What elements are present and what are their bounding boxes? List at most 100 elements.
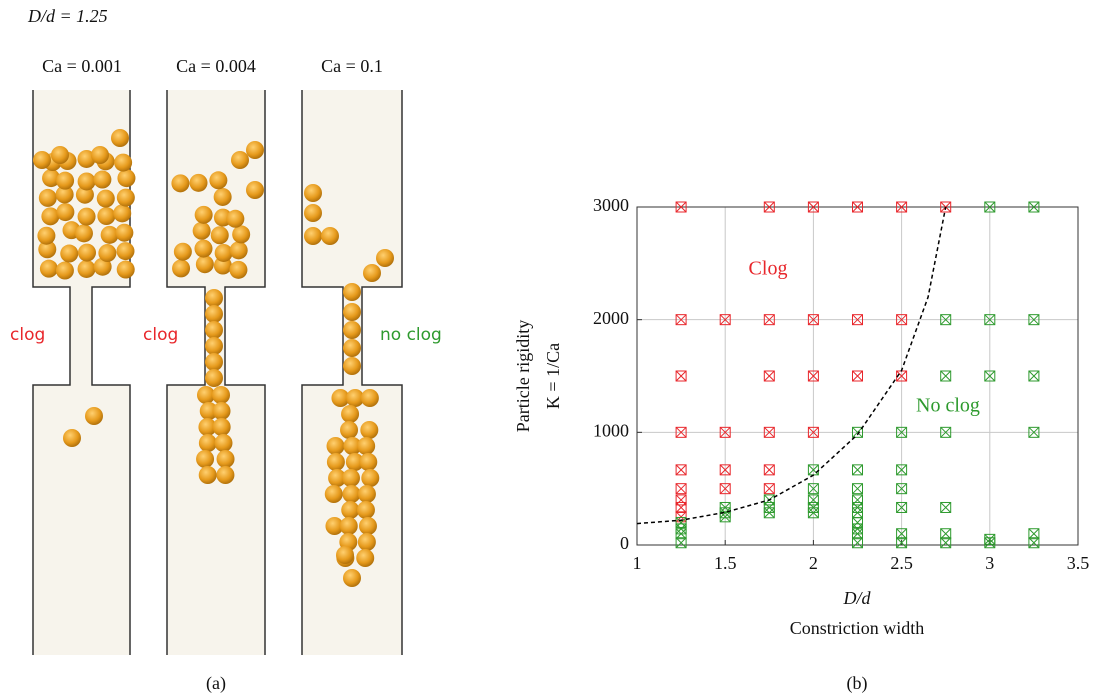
particle (361, 469, 379, 487)
particle (205, 337, 223, 355)
particle (341, 501, 359, 519)
particle (341, 405, 359, 423)
ca-label: Ca = 0.001 (42, 56, 122, 76)
particle (114, 154, 132, 172)
particle (343, 569, 361, 587)
particle (196, 255, 214, 273)
particle (174, 243, 192, 261)
particle (75, 224, 93, 242)
x-tick-label: 1.5 (714, 553, 737, 573)
particle (63, 429, 81, 447)
particle (33, 151, 51, 169)
particle (78, 244, 96, 262)
particle (363, 264, 381, 282)
particle (199, 434, 217, 452)
particle (213, 402, 231, 420)
particle (343, 283, 361, 301)
particle (199, 466, 217, 484)
particle (116, 242, 134, 260)
x-tick-label: 3 (985, 553, 994, 573)
caption: (b) (847, 673, 868, 694)
particle (327, 437, 345, 455)
particle (357, 501, 375, 519)
particle (97, 190, 115, 208)
particle (214, 434, 232, 452)
x-tick-label: 2.5 (890, 553, 913, 573)
particle (340, 421, 358, 439)
particle (342, 469, 360, 487)
x-axis-label: D/d (843, 588, 872, 608)
y-tick-label: 2000 (593, 308, 629, 328)
particle (304, 204, 322, 222)
particle (361, 389, 379, 407)
particle (78, 208, 96, 226)
particle (343, 357, 361, 375)
x-tick-label: 2 (809, 553, 818, 573)
particle (357, 437, 375, 455)
y-axis-label: Particle rigidity (513, 320, 533, 432)
particle (327, 453, 345, 471)
particle (230, 241, 248, 259)
particle (336, 546, 354, 564)
particle (40, 260, 58, 278)
particle (37, 227, 55, 245)
particle (359, 517, 377, 535)
particle (246, 181, 264, 199)
figure: D/d = 1.25 Ca = 0.001 Ca = 0.004 Ca = 0.… (0, 0, 1099, 699)
ca-label: Ca = 0.004 (176, 56, 256, 76)
particle (360, 421, 378, 439)
particle (214, 188, 232, 206)
particle (304, 184, 322, 202)
particle (343, 321, 361, 339)
particle (193, 222, 211, 240)
particle (56, 262, 74, 280)
particle (51, 146, 69, 164)
particle (358, 485, 376, 503)
particle (217, 450, 235, 468)
particle (196, 450, 214, 468)
particle (211, 226, 229, 244)
particle (343, 303, 361, 321)
particle (325, 485, 343, 503)
particle (85, 407, 103, 425)
particle (232, 225, 250, 243)
particle (117, 189, 135, 207)
particle (205, 305, 223, 323)
particle (115, 224, 133, 242)
outcome-label: clog (10, 325, 45, 345)
particle (212, 386, 230, 404)
particle (343, 339, 361, 357)
particle (340, 517, 358, 535)
particle (231, 151, 249, 169)
y-tick-label: 3000 (593, 195, 629, 215)
particle (195, 206, 213, 224)
particle (358, 533, 376, 551)
particle (356, 549, 374, 567)
particle (215, 244, 233, 262)
particle (194, 240, 212, 258)
particle (342, 485, 360, 503)
region-label: No clog (916, 395, 980, 417)
particle (93, 171, 111, 189)
particle (111, 129, 129, 147)
caption: (a) (206, 673, 226, 694)
particle (213, 418, 231, 436)
y-tick-label: 0 (620, 533, 629, 553)
outcome-label: no clog (380, 325, 442, 345)
particle (78, 260, 96, 278)
particle (78, 172, 96, 190)
x-tick-label: 3.5 (1067, 553, 1090, 573)
particle (171, 174, 189, 192)
particle (376, 249, 394, 267)
particle (209, 171, 227, 189)
particle (304, 227, 322, 245)
particle (97, 207, 115, 225)
particle (117, 169, 135, 187)
y-tick-label: 1000 (593, 420, 629, 440)
particle (172, 259, 190, 277)
x-axis-label: Constriction width (790, 618, 925, 638)
particle (229, 261, 247, 279)
particle (56, 203, 74, 221)
particle (117, 261, 135, 279)
